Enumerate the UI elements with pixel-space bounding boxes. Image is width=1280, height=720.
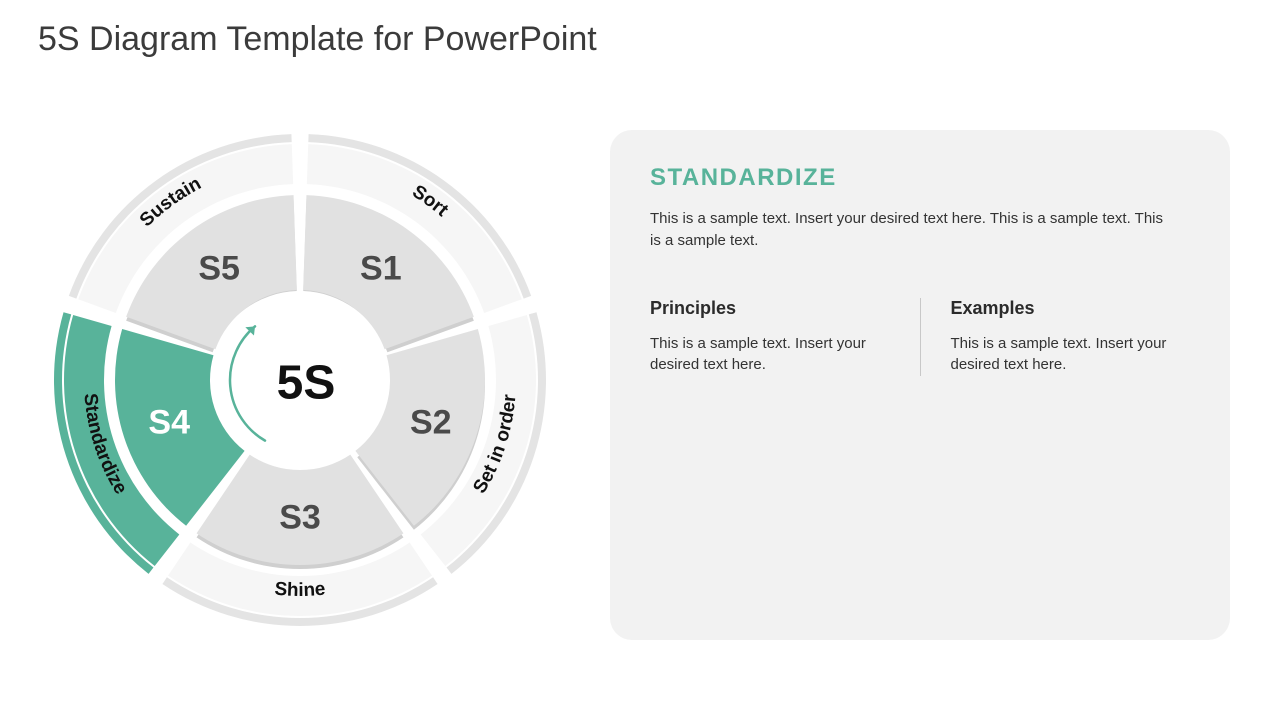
wedge-label-s1: S1: [360, 250, 402, 288]
panel-col-examples: Examples This is a sample text. Insert y…: [920, 298, 1191, 377]
panel-subtext: This is a sample text. Insert your desir…: [650, 208, 1170, 252]
center-label: 5S: [277, 357, 336, 410]
panel-heading: STANDARDIZE: [650, 164, 1190, 192]
wedge-label-s4: S4: [148, 403, 190, 441]
ring-label-s3: Shine: [274, 579, 327, 601]
slide-title: 5S Diagram Template for PowerPoint: [38, 20, 597, 59]
col-title: Examples: [951, 298, 1191, 319]
wedge-label-s2: S2: [410, 403, 452, 441]
col-body: This is a sample text. Insert your desir…: [650, 333, 890, 377]
col-body: This is a sample text. Insert your desir…: [951, 333, 1191, 377]
five-s-diagram: SortSet in orderShineStandardizeSustainS…: [40, 120, 560, 640]
detail-panel: STANDARDIZE This is a sample text. Inser…: [610, 130, 1230, 640]
panel-col-principles: Principles This is a sample text. Insert…: [650, 298, 920, 377]
panel-columns: Principles This is a sample text. Insert…: [650, 298, 1190, 377]
col-title: Principles: [650, 298, 890, 319]
wedge-label-s5: S5: [198, 250, 240, 288]
wedge-label-s3: S3: [279, 498, 321, 536]
